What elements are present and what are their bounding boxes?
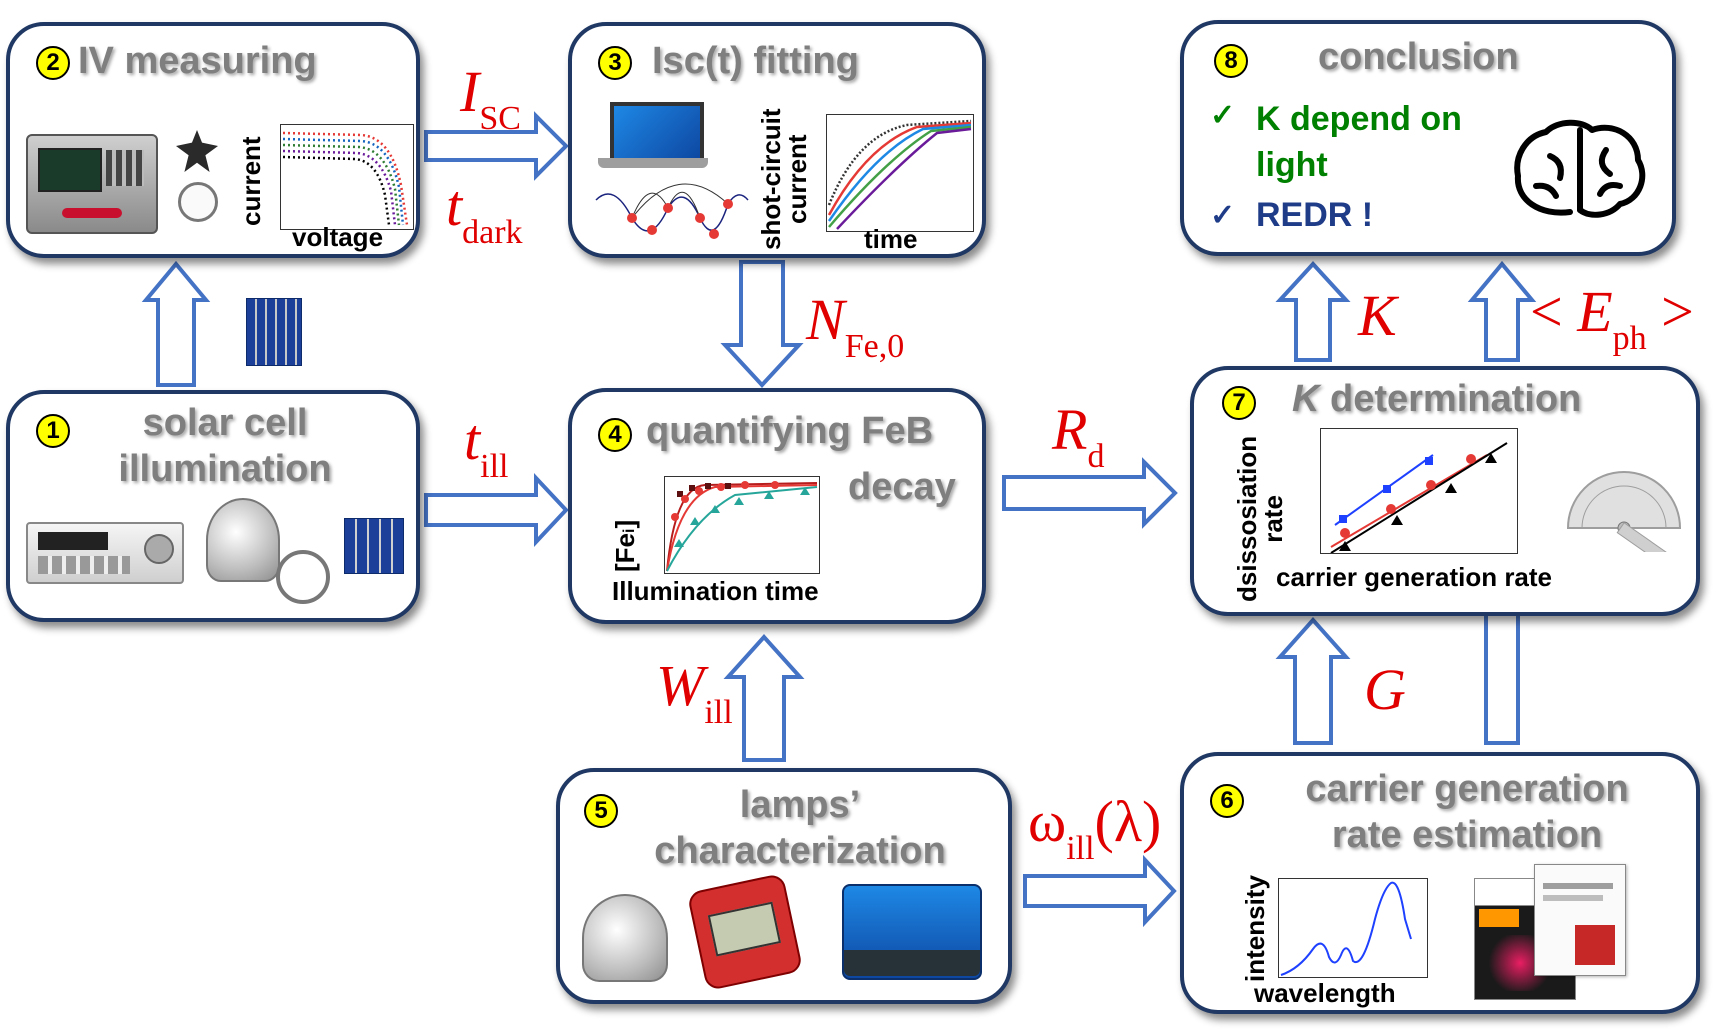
box-title: Isc(t) fitting bbox=[652, 40, 859, 82]
arrow-1-to-2 bbox=[141, 260, 211, 387]
isc-plot bbox=[826, 114, 974, 232]
connector-6-to-7 bbox=[1484, 608, 1520, 745]
box-lamps-characterization: 5 lamps’ characterization bbox=[556, 768, 1012, 1004]
box-title: carrier generation rate estimation bbox=[1305, 768, 1629, 856]
box-iv-measuring: 2 IV measuring current voltage bbox=[6, 22, 420, 258]
box-k-determination: 7 K determination dsissosiation rate car… bbox=[1190, 366, 1700, 616]
energy-landscape-sketch bbox=[595, 183, 749, 239]
conclusion-item-2: REDR ! bbox=[1256, 196, 1374, 234]
halogen-lamp-icon bbox=[582, 894, 668, 982]
axis-label-x: time bbox=[864, 224, 918, 254]
k-plot bbox=[1320, 428, 1518, 554]
box-title-line-1: quantifying FeB bbox=[646, 410, 934, 452]
k-fit-lines bbox=[1330, 442, 1508, 553]
step-badge-8: 8 bbox=[1214, 44, 1248, 78]
step-badge-4: 4 bbox=[598, 418, 632, 452]
power-meter-icon bbox=[686, 872, 804, 992]
arrow-6-to-7 bbox=[1275, 616, 1351, 745]
var-g: G bbox=[1364, 657, 1406, 722]
arrow-7-to-8-eph bbox=[1467, 260, 1537, 362]
check-icon: ✓ bbox=[1210, 199, 1236, 232]
arrow-3-to-4 bbox=[720, 260, 804, 388]
step-badge-3: 3 bbox=[598, 46, 632, 80]
step-badge-7: 7 bbox=[1222, 386, 1256, 420]
var-will: Will bbox=[656, 653, 733, 731]
lamp-spectrum bbox=[1280, 881, 1412, 976]
feb-decay-plot bbox=[664, 476, 820, 574]
iv-curves bbox=[282, 131, 409, 226]
axis-label-x: carrier generation rate bbox=[1276, 562, 1553, 592]
isc-curves bbox=[827, 119, 972, 230]
step-badge-6: 6 bbox=[1210, 784, 1244, 818]
axis-label-y: intensity bbox=[1240, 875, 1270, 982]
box-quantifying-feb-decay: 4 quantifying FeB decay [Fei] Illuminati… bbox=[568, 388, 986, 624]
box-title-line-2: decay bbox=[848, 466, 956, 508]
protractor-icon bbox=[1566, 471, 1682, 552]
axis-label-x: voltage bbox=[292, 222, 384, 252]
arrow-5-to-6 bbox=[1023, 854, 1177, 928]
iv-plot bbox=[280, 124, 414, 230]
var-rd: Rd bbox=[1052, 397, 1105, 475]
arrow-7-to-8-k bbox=[1275, 261, 1351, 362]
brain-icon bbox=[1514, 119, 1646, 218]
stopwatch-icon bbox=[276, 550, 330, 604]
var-eph: < Eph > bbox=[1530, 279, 1694, 357]
check-icon: ✓ bbox=[1210, 99, 1236, 132]
feb-decay-curves bbox=[666, 481, 818, 572]
solar-cell-icon bbox=[246, 298, 302, 366]
var-k: K bbox=[1358, 283, 1397, 348]
solar-cell-icon bbox=[344, 518, 404, 574]
led-icon bbox=[176, 130, 218, 172]
axis-label-y-text: shot-circuit current bbox=[756, 108, 812, 250]
var-nfe0: NFe,0 bbox=[806, 287, 905, 365]
var-omega-ill: ωill(λ) bbox=[1028, 789, 1162, 867]
box-title: solar cell illumination bbox=[118, 402, 332, 490]
step-badge-1: 1 bbox=[36, 414, 70, 448]
halogen-lamp-icon bbox=[206, 498, 280, 582]
axis-label-y: shot-circuit current bbox=[756, 108, 812, 250]
spectrum-plot bbox=[1278, 878, 1428, 978]
spectrometer-icon bbox=[842, 884, 982, 980]
var-tdark: tdark bbox=[446, 173, 523, 251]
stopwatch-icon bbox=[178, 182, 218, 222]
source-meter-icon bbox=[26, 134, 158, 234]
laptop-icon bbox=[598, 102, 708, 170]
step-badge-2: 2 bbox=[36, 46, 70, 80]
axis-label-y: current bbox=[236, 136, 266, 226]
arrow-5-to-4 bbox=[723, 634, 805, 762]
box-title: lamps’ characterization bbox=[654, 784, 946, 872]
box-conclusion: 8 conclusion ✓ K depend on light ✓ REDR … bbox=[1180, 20, 1676, 256]
var-till: till bbox=[464, 407, 509, 485]
box-title: conclusion bbox=[1318, 36, 1519, 78]
power-supply-icon bbox=[26, 522, 184, 584]
axis-label-x: Illumination time bbox=[612, 576, 819, 606]
var-isc: ISC bbox=[460, 59, 521, 137]
conclusion-item-1: K depend on light bbox=[1256, 100, 1462, 184]
box-isc-fitting: 3 Isc(t) fitting shot-circuit current ti… bbox=[568, 22, 986, 258]
arrow-1-to-4 bbox=[424, 472, 569, 548]
box-title: K determination bbox=[1292, 378, 1582, 420]
box-title: IV measuring bbox=[78, 40, 317, 82]
arrow-2-to-3 bbox=[424, 111, 569, 181]
box-carrier-generation-rate-estimation: 6 carrier generation rate estimation int… bbox=[1180, 752, 1700, 1014]
axis-label-y: [Fei] bbox=[610, 519, 640, 572]
journal-cover-icon bbox=[1534, 864, 1626, 976]
step-badge-5: 5 bbox=[584, 794, 618, 828]
axis-label-x: wavelength bbox=[1254, 978, 1396, 1008]
box-solar-cell-illumination: 1 solar cell illumination bbox=[6, 390, 420, 622]
arrow-4-to-7 bbox=[1002, 457, 1178, 529]
